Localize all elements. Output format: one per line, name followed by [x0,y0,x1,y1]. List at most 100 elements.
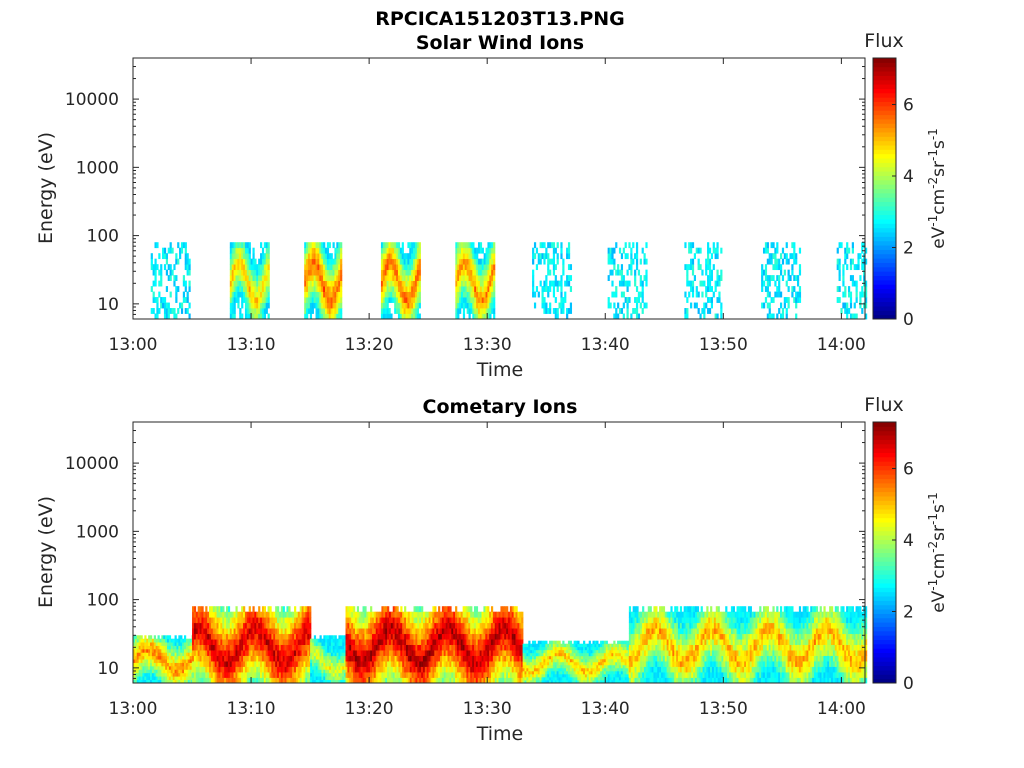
heatmap-cell [338,655,341,660]
heatmap-cell [185,638,189,643]
heatmap-cell [195,639,198,645]
colorbar-segment [873,314,896,320]
heatmap-cell [280,617,284,624]
heatmap-cell [150,662,153,667]
heatmap-cell [635,264,639,271]
heatmap-cell [243,275,246,281]
heatmap-cell [163,313,167,320]
heatmap-cell [248,297,251,303]
heatmap-cell [772,275,775,281]
heatmap-cell [382,291,386,298]
heatmap-cell [180,672,183,677]
heatmap-cell [770,297,773,303]
heatmap-cell [840,308,843,314]
heatmap-cell [532,280,535,287]
heatmap-cell [356,644,360,651]
heatmap-cell [491,286,494,292]
heatmap-cell [419,606,422,613]
heatmap-cell [396,633,399,640]
heatmap-cell [256,291,259,298]
heatmap-cell [332,652,335,657]
heatmap-cell [235,666,238,673]
heatmap-cell [560,253,563,260]
heatmap-cell [148,642,151,646]
heatmap-cell [434,677,437,684]
heatmap-cell [309,313,313,320]
heatmap-cell [195,633,198,640]
heatmap-cell [229,242,232,249]
heatmap-cell [315,269,318,276]
heatmap-cell [464,650,467,656]
heatmap-cell [146,676,149,680]
heatmap-cell [481,247,484,254]
heatmap-cell [186,258,189,265]
heatmap-cell [305,617,308,624]
heatmap-cell [464,247,467,254]
heatmap-cell [260,264,263,271]
heatmap-cell [273,661,276,667]
heatmap-cell [481,286,484,292]
heatmap-cell [176,662,179,667]
heatmap-cell [418,286,421,292]
heatmap-cell [456,622,460,629]
heatmap-cell [326,242,330,249]
heatmap-cell [244,655,248,662]
heatmap-cell [396,302,399,309]
heatmap-cell [184,645,187,650]
heatmap-cell [549,308,552,314]
heatmap-cell [394,269,397,276]
heatmap-cell [492,650,496,656]
heatmap-cell [785,253,788,260]
heatmap-cell [496,650,499,656]
heatmap-cell [449,677,452,684]
heatmap-cell [500,650,503,656]
heatmap-cell [390,247,393,254]
heatmap-cell [368,617,371,624]
heatmap-cell [392,275,395,281]
heatmap-cell [239,666,242,673]
heatmap-cell [403,258,406,265]
heatmap-cell [865,302,868,309]
heatmap-cell [479,297,483,303]
heatmap-cell [243,286,246,292]
heatmap-cell [332,280,335,287]
heatmap-cell [634,308,637,314]
heatmap-cell [547,679,550,684]
heatmap-cell [468,622,471,629]
heatmap-cell [541,242,544,249]
heatmap-cell [250,644,253,651]
heatmap-cell [390,264,393,271]
heatmap-cell [229,644,232,651]
heatmap-cell [402,650,405,656]
heatmap-cell [545,679,548,684]
heatmap-cell [550,242,554,249]
heatmap-cell [375,633,378,640]
heatmap-cell [184,652,187,657]
heatmap-cell [430,628,433,635]
heatmap-cell [414,291,418,298]
heatmap-cell [535,667,539,672]
heatmap-cell [387,666,390,673]
heatmap-cell [496,666,499,673]
heatmap-cell [349,644,352,651]
heatmap-cell [502,650,505,656]
heatmap-cell [184,308,187,314]
heatmap-cell [227,617,231,624]
heatmap-cell [148,655,151,660]
heatmap-cell [332,275,335,281]
heatmap-cell [455,650,458,656]
heatmap-cell [705,264,708,271]
heatmap-cell [634,297,637,303]
heatmap-cell [273,611,276,618]
heatmap-cell [436,622,439,629]
heatmap-cell [533,253,537,260]
heatmap-cell [460,677,463,684]
heatmap-cell [400,655,403,662]
heatmap-cell [399,308,403,314]
heatmap-cell [271,677,274,684]
heatmap-cell [716,247,719,254]
heatmap-cell [533,661,537,666]
heatmap-cell [456,677,460,684]
heatmap-cell [161,672,164,677]
heatmap-cell [306,297,309,303]
